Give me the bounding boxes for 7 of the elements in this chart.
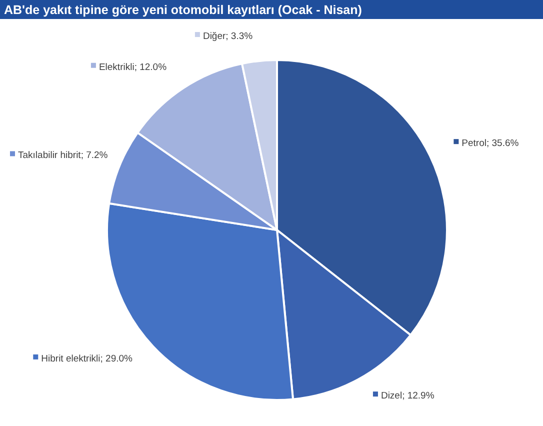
legend-label: Petrol; 35.6%: [462, 138, 520, 150]
legend-label: Dizel; 12.9%: [380, 390, 435, 402]
legend-label: Takılabilir hibrit; 7.2%: [18, 150, 108, 162]
legend-label: Elektrikli; 12.0%: [98, 62, 168, 73]
chart-title: AB'de yakıt tipine göre yeni otomobil kayıtları (Ocak - Nisan): [4, 3, 362, 17]
legend-label: Hibrit elektrikli; 29.0%: [41, 353, 134, 364]
legend-label: Diğer; 3.3%: [202, 31, 254, 42]
